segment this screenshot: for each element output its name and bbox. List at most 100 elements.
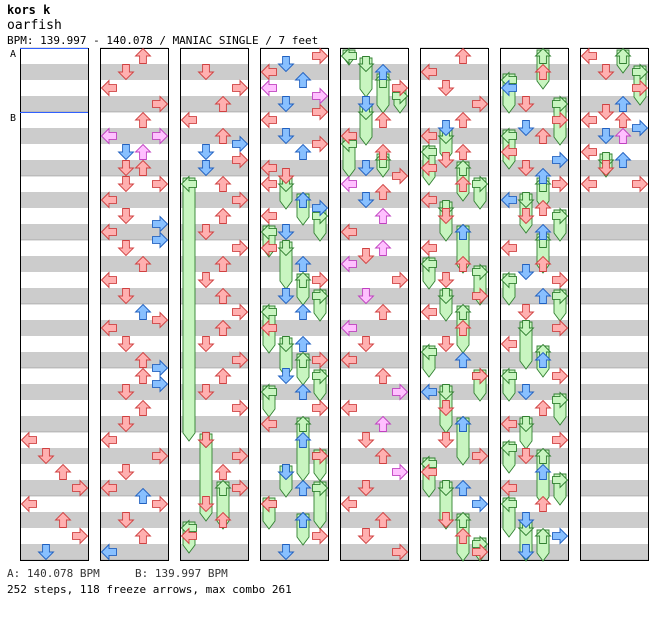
step-arrow xyxy=(54,463,72,480)
step-arrow xyxy=(134,367,152,384)
step-arrow xyxy=(294,383,312,400)
step-arrow xyxy=(517,264,535,281)
grid-stripe xyxy=(260,192,328,208)
step-arrow xyxy=(134,351,152,368)
grid-stripe xyxy=(20,64,88,80)
step-arrow xyxy=(294,335,312,352)
grid-stripe xyxy=(340,128,408,144)
grid-stripe xyxy=(340,448,408,464)
step-arrow xyxy=(100,319,117,337)
grid-stripe xyxy=(180,128,248,144)
freeze-head xyxy=(454,303,472,320)
step-arrow xyxy=(277,368,295,385)
step-arrow xyxy=(597,128,615,145)
step-arrow xyxy=(472,495,489,513)
step-arrow xyxy=(357,96,375,113)
grid-stripe xyxy=(420,544,488,560)
freeze-head xyxy=(312,287,329,305)
step-arrow xyxy=(374,303,392,320)
step-arrow xyxy=(517,120,535,137)
grid-stripe xyxy=(20,384,88,400)
step-arrow xyxy=(357,288,375,305)
step-arrow xyxy=(117,512,135,529)
step-arrow xyxy=(214,207,232,224)
grid-stripe xyxy=(420,320,488,336)
bpm-change-label: A xyxy=(10,49,16,60)
grid-stripe xyxy=(100,128,168,144)
step-arrow xyxy=(117,240,135,257)
grid-stripe xyxy=(20,288,88,304)
freeze-head xyxy=(214,479,232,496)
step-arrow xyxy=(357,160,375,177)
step-arrow xyxy=(294,303,312,320)
step-arrow xyxy=(500,335,517,353)
step-arrow xyxy=(437,400,455,417)
freeze-head xyxy=(534,447,552,464)
column-border xyxy=(500,48,569,561)
grid-stripe xyxy=(420,160,488,176)
step-arrow xyxy=(534,63,552,80)
step-arrow xyxy=(117,336,135,353)
freeze-head xyxy=(260,223,277,241)
step-arrow xyxy=(454,143,472,160)
step-arrow xyxy=(420,239,437,257)
step-arrow xyxy=(180,111,197,129)
step-arrow xyxy=(152,359,169,377)
step-arrow xyxy=(312,447,329,465)
step-arrow xyxy=(197,432,215,449)
step-arrow xyxy=(392,383,409,401)
freeze-head xyxy=(340,47,357,65)
step-arrow xyxy=(260,111,277,129)
step-arrow xyxy=(197,336,215,353)
column-border xyxy=(580,48,649,561)
step-arrow xyxy=(552,527,569,545)
step-arrow xyxy=(632,175,649,193)
step-arrow xyxy=(374,143,392,160)
chart-stats: 252 steps, 118 freeze arrows, max combo … xyxy=(7,583,292,596)
step-arrow xyxy=(357,192,375,209)
step-arrow xyxy=(277,288,295,305)
grid-stripe xyxy=(260,256,328,272)
step-arrow xyxy=(454,351,472,368)
grid-stripe xyxy=(340,544,408,560)
step-arrow xyxy=(357,528,375,545)
grid-stripe xyxy=(260,512,328,528)
bpm-change-label: B xyxy=(10,113,16,124)
freeze-head xyxy=(534,527,552,544)
grid-stripe xyxy=(500,256,568,272)
step-arrow xyxy=(260,207,277,225)
step-arrow xyxy=(392,543,409,561)
freeze-head xyxy=(500,439,517,457)
step-arrow xyxy=(420,63,437,81)
freeze-head xyxy=(552,207,569,225)
freeze-head xyxy=(517,192,535,209)
step-arrow xyxy=(534,463,552,480)
step-arrow xyxy=(260,239,277,257)
step-arrow xyxy=(420,383,437,401)
grid-stripe xyxy=(580,512,648,528)
step-arrow xyxy=(437,432,455,449)
step-arrow xyxy=(277,464,295,481)
grid-stripe xyxy=(420,64,488,80)
freeze-head xyxy=(632,63,649,81)
step-arrow xyxy=(312,527,329,545)
step-arrow xyxy=(100,191,117,209)
step-arrow xyxy=(197,224,215,241)
grid-stripe xyxy=(180,96,248,112)
step-arrow xyxy=(517,512,535,529)
step-arrow xyxy=(117,384,135,401)
step-arrow xyxy=(232,79,249,97)
step-arrow xyxy=(340,175,357,193)
step-arrow xyxy=(260,495,277,513)
step-arrow xyxy=(597,104,615,121)
step-arrow xyxy=(152,175,169,193)
grid-stripe xyxy=(580,416,648,432)
step-arrow xyxy=(374,111,392,128)
step-arrow xyxy=(294,255,312,272)
step-arrow xyxy=(117,176,135,193)
step-arrow xyxy=(357,432,375,449)
freeze-head xyxy=(552,391,569,409)
step-arrow xyxy=(294,479,312,496)
grid-stripe xyxy=(180,288,248,304)
freeze-head xyxy=(534,47,552,64)
